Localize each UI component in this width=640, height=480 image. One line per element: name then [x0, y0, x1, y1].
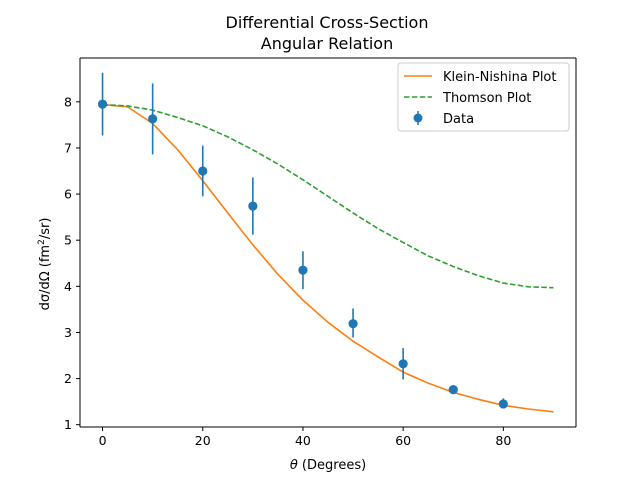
y-tick-label: 3 [64, 325, 72, 340]
y-tick-label: 8 [64, 94, 72, 109]
x-axis-label: θ (Degrees) [290, 458, 366, 473]
y-tick-label: 6 [64, 187, 72, 202]
y-axis-label-main: dσ/dΩ (fm [38, 245, 53, 311]
data-point [148, 114, 158, 124]
y-tick-label: 5 [64, 233, 72, 248]
data-point [248, 201, 258, 211]
x-tick-label: 0 [99, 433, 107, 448]
x-tick-label: 20 [195, 433, 211, 448]
series-layer [97, 72, 554, 413]
x-tick-label: 80 [495, 433, 511, 448]
chart-title: Differential Cross-Section [226, 13, 429, 32]
y-axis-label-superscript: 2 [37, 239, 47, 245]
x-axis-symbol: θ [290, 458, 298, 473]
data-point [97, 99, 108, 109]
data-point [498, 399, 508, 409]
legend-label-data: Data [443, 112, 474, 127]
series-line-thomson-plot [102, 103, 554, 289]
data-point [198, 166, 208, 176]
data-point [348, 319, 358, 329]
legend-label-thomson: Thomson Plot [442, 91, 531, 106]
y-tick-label: 1 [64, 417, 72, 432]
legend-box [397, 62, 570, 132]
y-axis-label-end: /sr) [38, 218, 53, 240]
legend-swatch-data-marker [413, 113, 423, 123]
legend: Klein-Nishina Plot Thomson Plot Data [397, 62, 570, 132]
y-axis-label: dσ/dΩ (fm2/sr) [37, 218, 53, 311]
legend-label-klein-nishina: Klein-Nishina Plot [443, 70, 556, 85]
x-tick-label: 60 [395, 433, 411, 448]
data-point [448, 385, 458, 395]
y-tick-label: 2 [64, 371, 72, 386]
series-line-klein-nishina-plot [102, 103, 554, 413]
x-tick-label: 40 [295, 433, 311, 448]
y-tick-label: 7 [64, 140, 72, 155]
chart-subtitle: Angular Relation [261, 34, 393, 53]
y-tick-label: 4 [64, 279, 72, 294]
data-point [398, 359, 408, 369]
x-axis-unit: (Degrees) [298, 458, 366, 473]
data-point [298, 265, 308, 275]
axes-layer: 0 20 40 60 80 1 2 3 4 5 6 7 8 [64, 57, 577, 448]
